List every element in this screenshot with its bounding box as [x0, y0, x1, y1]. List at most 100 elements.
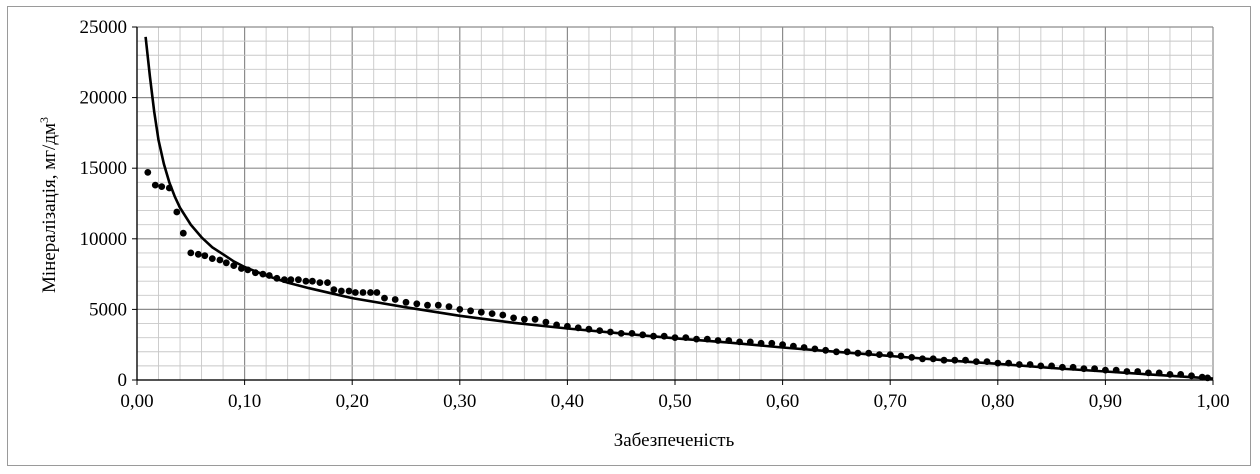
- data-point: [564, 322, 571, 330]
- y-tick-label: 0: [118, 370, 128, 391]
- data-point: [962, 356, 969, 364]
- data-point: [1204, 374, 1211, 382]
- data-point: [1005, 359, 1012, 367]
- point-series: [144, 169, 1211, 382]
- data-point: [445, 303, 453, 310]
- data-point: [338, 287, 345, 295]
- data-point: [510, 314, 517, 322]
- data-point: [521, 315, 528, 323]
- x-tick-label: 0,20: [336, 391, 369, 412]
- data-point: [886, 351, 894, 358]
- data-point: [736, 338, 743, 346]
- data-point: [531, 315, 539, 323]
- data-point: [179, 229, 187, 237]
- data-point: [173, 208, 181, 216]
- data-point: [273, 274, 281, 282]
- x-tick-label: 0,70: [874, 391, 907, 412]
- data-point: [1177, 371, 1185, 378]
- data-point: [1048, 362, 1055, 370]
- data-point: [324, 279, 331, 286]
- data-point: [238, 265, 245, 272]
- data-point: [302, 277, 310, 285]
- data-point: [897, 352, 905, 360]
- data-point: [1155, 369, 1163, 377]
- grid: [136, 26, 1214, 381]
- data-point: [790, 342, 797, 350]
- x-tick-labels: 0,00 0,10 0,20 0,30 0,40 0,50 0,60 0,70 0,80 0,90…: [120, 391, 1229, 412]
- data-point: [467, 307, 474, 315]
- data-point: [151, 181, 159, 189]
- data-point: [194, 250, 202, 258]
- data-point: [345, 287, 353, 295]
- data-point: [309, 277, 316, 285]
- data-point: [244, 266, 252, 274]
- y-tick-label: 20000: [80, 88, 128, 109]
- data-point: [488, 310, 496, 317]
- data-point: [940, 356, 948, 364]
- data-point: [617, 330, 625, 337]
- chart-frame: [7, 6, 1251, 466]
- data-point: [542, 318, 550, 326]
- data-point: [477, 308, 485, 316]
- data-point: [287, 276, 295, 284]
- data-point: [607, 328, 614, 336]
- x-tick-label: 0,10: [228, 391, 261, 412]
- x-tick-label: 1,00: [1196, 391, 1229, 412]
- data-point: [1059, 363, 1066, 371]
- data-point: [800, 344, 808, 351]
- data-point: [983, 358, 991, 365]
- x-tick-label: 0,00: [120, 391, 153, 412]
- data-point: [822, 346, 829, 354]
- data-point: [682, 334, 690, 341]
- data-point: [367, 289, 374, 296]
- data-point: [596, 327, 604, 334]
- fit-series: [144, 36, 1214, 380]
- data-point: [585, 325, 593, 333]
- data-point: [811, 345, 819, 353]
- data-point: [854, 349, 862, 357]
- data-point: [951, 356, 959, 364]
- data-point: [779, 341, 786, 349]
- data-point: [499, 311, 507, 319]
- data-point: [265, 272, 273, 279]
- data-point: [1069, 363, 1077, 371]
- data-point: [1112, 366, 1120, 374]
- y-tick-label: 10000: [80, 229, 128, 250]
- fit-line: [144, 36, 1214, 380]
- data-point: [574, 324, 582, 332]
- data-point: [413, 300, 421, 308]
- data-point: [252, 269, 259, 277]
- data-point: [187, 249, 195, 257]
- y-axis-label: Мінералізація, мг/дм3: [37, 117, 60, 293]
- data-point: [1080, 365, 1088, 373]
- data-point: [703, 335, 711, 343]
- data-point: [208, 255, 216, 262]
- data-point: [1166, 371, 1174, 378]
- data-point: [833, 348, 840, 356]
- data-point: [553, 321, 560, 329]
- data-point: [381, 294, 388, 302]
- data-point: [373, 289, 381, 296]
- data-point: [316, 279, 324, 286]
- data-point: [1198, 373, 1206, 381]
- data-point: [757, 339, 765, 347]
- data-point: [639, 331, 647, 339]
- data-point: [391, 296, 399, 303]
- x-tick-label: 0,40: [551, 391, 584, 412]
- data-point: [330, 286, 338, 293]
- data-point: [628, 330, 636, 337]
- data-point: [1037, 362, 1045, 370]
- data-point: [158, 183, 166, 191]
- data-point: [434, 301, 442, 309]
- data-point: [402, 298, 410, 306]
- data-point: [876, 351, 883, 358]
- data-point: [1188, 372, 1195, 380]
- data-point: [972, 358, 980, 365]
- data-point: [165, 184, 173, 192]
- data-point: [230, 262, 238, 269]
- y-tick-label: 25000: [80, 17, 128, 38]
- data-point: [908, 354, 916, 361]
- x-tick-label: 0,90: [1089, 391, 1122, 412]
- y-axis-label-superscript: 3: [37, 117, 51, 123]
- data-point: [281, 276, 288, 284]
